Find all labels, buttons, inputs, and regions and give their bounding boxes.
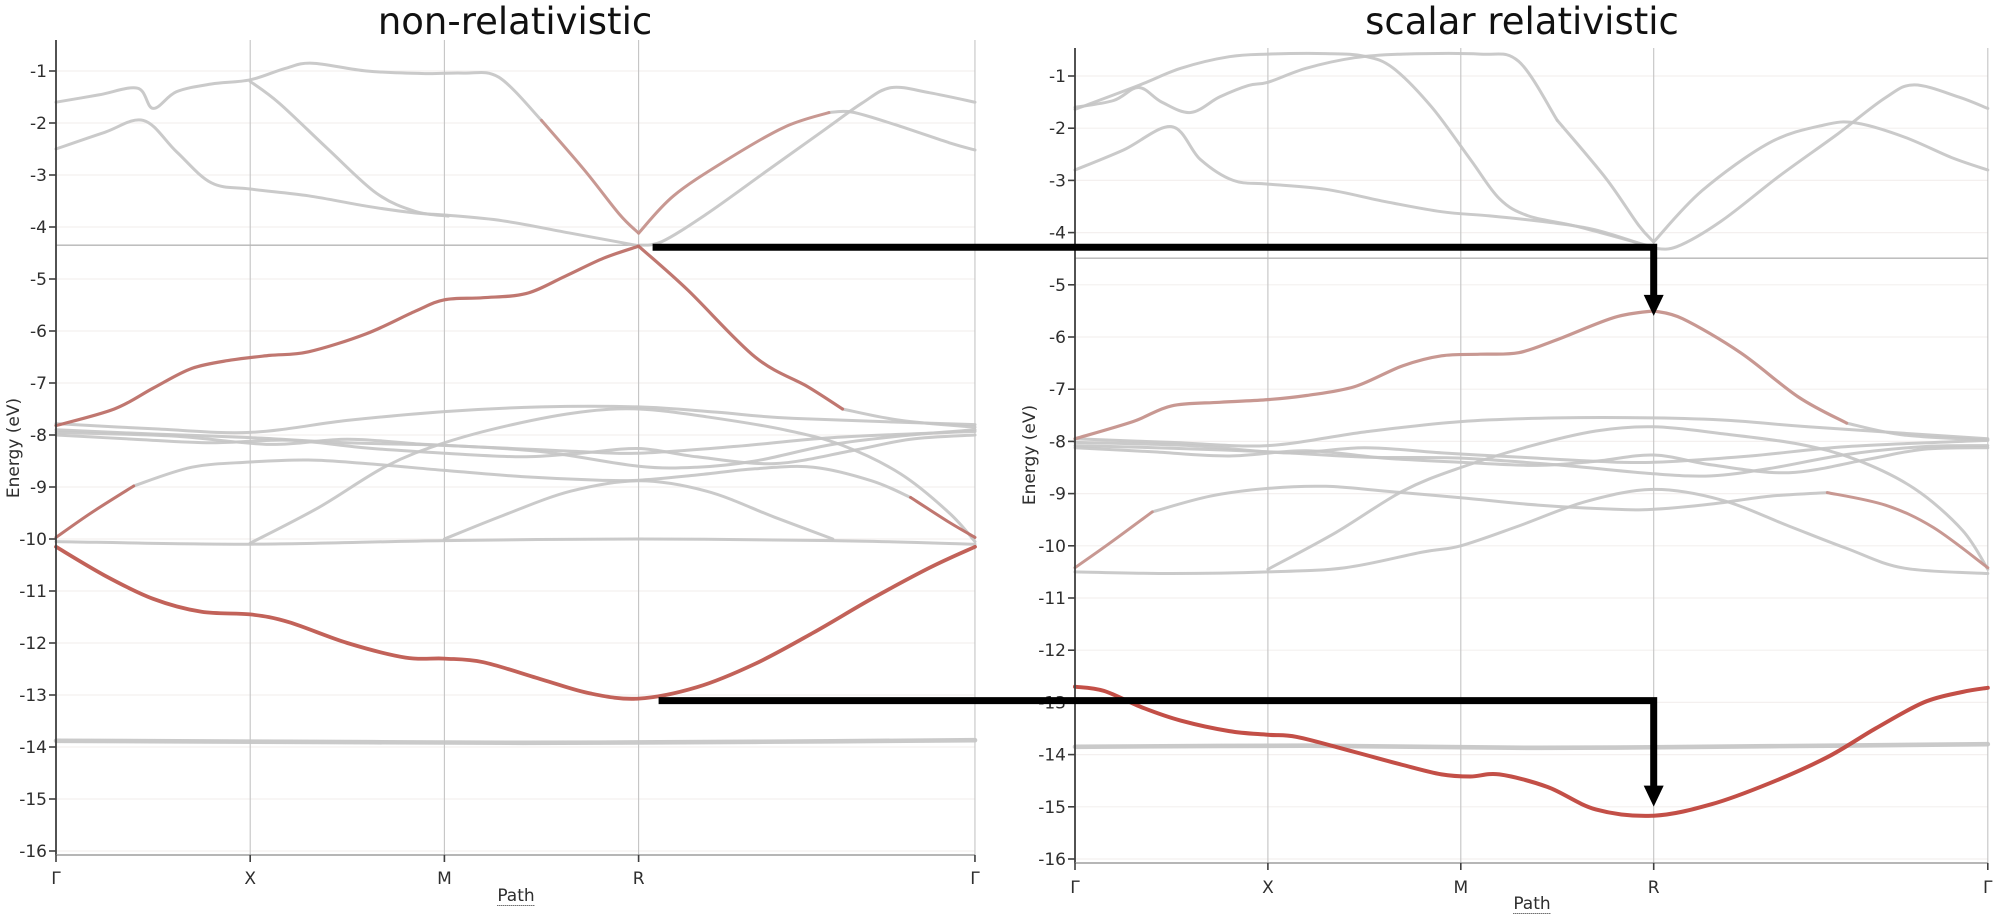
band-cluster-2-dip bbox=[1073, 444, 1990, 478]
left-panel-title: non-relativistic bbox=[377, 0, 653, 43]
valence-shift-arrow bbox=[658, 697, 1658, 788]
y-tick-label: -5 bbox=[30, 270, 47, 290]
band-M-R-arch bbox=[442, 479, 835, 541]
band-rise-from-X bbox=[1266, 425, 1990, 571]
x-tick-label: X bbox=[1262, 878, 1274, 898]
band-valence-bottom-highlight bbox=[54, 544, 977, 701]
y-tick-label: -15 bbox=[19, 790, 47, 810]
y-tick-label: -14 bbox=[1038, 746, 1066, 766]
y-tick-label: -7 bbox=[30, 374, 47, 394]
y-tick-label: -4 bbox=[30, 218, 47, 238]
y-tick-label: -11 bbox=[1038, 589, 1066, 609]
band-cluster-2-dip bbox=[54, 428, 977, 470]
y-tick-label: -6 bbox=[1049, 328, 1066, 348]
band-highlight-mid-rise bbox=[1073, 309, 1656, 441]
y-tick-label: -9 bbox=[1049, 485, 1066, 505]
y-tick-label: -16 bbox=[1038, 850, 1066, 870]
x-tick-label: Γ bbox=[51, 869, 61, 889]
band-diagonal-X-to-M bbox=[248, 79, 450, 218]
band-highlight-mid-rise bbox=[54, 244, 641, 428]
band-cluster-3-bump bbox=[1073, 446, 1990, 475]
band-cluster-4 bbox=[54, 429, 977, 455]
band-top-band-zigzag bbox=[1073, 51, 1559, 122]
band-rise-to-gamma-1 bbox=[1652, 120, 1990, 244]
band-cluster-4 bbox=[1073, 438, 1990, 465]
band-top-band-dive-to-R bbox=[1555, 118, 1656, 244]
band-highlight-mid-fall-tail bbox=[841, 407, 977, 429]
band-highlight-mid-fall bbox=[1652, 309, 1849, 425]
y-tick-label: -8 bbox=[30, 426, 47, 446]
x-tick-label: Γ bbox=[970, 869, 980, 889]
x-tick-label: R bbox=[633, 869, 645, 889]
y-tick-label: -15 bbox=[1038, 798, 1066, 818]
band-conduction-rise-tail bbox=[827, 109, 977, 152]
x-tick-label: Γ bbox=[1983, 878, 1993, 898]
band-arch-right-red bbox=[1825, 491, 1990, 570]
x-tick-label: Γ bbox=[1070, 878, 1080, 898]
y-tick-label: -12 bbox=[19, 634, 47, 654]
y-tick-label: -16 bbox=[19, 842, 47, 862]
band-rise-from-X bbox=[248, 407, 977, 545]
band-arch bbox=[132, 458, 912, 499]
band-top-band-dive-to-R bbox=[540, 118, 641, 235]
band-arch-right-red bbox=[909, 495, 977, 539]
y-tick-label: -1 bbox=[30, 62, 47, 82]
y-tick-label: -13 bbox=[19, 686, 47, 706]
right-x-axis-label: Path bbox=[1513, 894, 1551, 914]
conduction-shift-arrow bbox=[652, 243, 1658, 297]
band-flat-band-13.85 bbox=[1072, 741, 1991, 751]
y-tick-label: -10 bbox=[19, 530, 47, 550]
y-tick-label: -9 bbox=[30, 478, 47, 498]
left-x-axis-label: Path bbox=[497, 886, 535, 906]
y-tick-label: -3 bbox=[1049, 171, 1066, 191]
band-arch-left-red bbox=[1073, 510, 1154, 570]
band-band-R-to-gamma-upper bbox=[637, 85, 977, 247]
y-tick-label: -1 bbox=[1049, 67, 1066, 87]
x-tick-label: R bbox=[1648, 878, 1660, 898]
band-cluster-3-bump bbox=[54, 433, 977, 466]
y-tick-label: -3 bbox=[30, 166, 47, 186]
y-tick-label: -4 bbox=[1049, 224, 1066, 244]
band-flat-rise-band bbox=[1073, 487, 1990, 576]
band-highlight-mid-fall bbox=[637, 244, 845, 411]
band-second-top-band bbox=[1073, 125, 1656, 250]
y-tick-label: -7 bbox=[1049, 380, 1066, 400]
x-tick-label: X bbox=[244, 869, 256, 889]
right-y-axis-label: Energy (eV) bbox=[1020, 404, 1040, 506]
y-tick-label: -6 bbox=[30, 322, 47, 342]
y-tick-label: -2 bbox=[1049, 119, 1066, 139]
y-tick-label: -14 bbox=[19, 738, 47, 758]
conduction-shift-arrow-head bbox=[1643, 294, 1664, 316]
y-tick-label: -2 bbox=[30, 114, 47, 134]
band-flat-band-10 bbox=[54, 537, 977, 546]
left-y-axis-label: Energy (eV) bbox=[4, 397, 24, 499]
band-cluster-top bbox=[1073, 416, 1990, 448]
band-second-top-band bbox=[54, 118, 641, 248]
x-tick-label: M bbox=[437, 869, 452, 889]
band-conduction-rise-from-R bbox=[637, 111, 831, 235]
y-tick-label: -11 bbox=[19, 582, 47, 602]
x-tick-label: M bbox=[1453, 878, 1468, 898]
y-tick-label: -12 bbox=[1038, 641, 1066, 661]
y-tick-label: -5 bbox=[1049, 276, 1066, 296]
band-cluster-top bbox=[54, 404, 977, 435]
band-top-band-zigzag bbox=[54, 61, 543, 122]
band-arch-left-red bbox=[54, 484, 136, 539]
band-rise-to-gamma-2 bbox=[1652, 83, 1990, 251]
valence-shift-arrow-head bbox=[1643, 785, 1664, 807]
band-valence-bottom-highlight bbox=[1073, 684, 1990, 818]
y-tick-label: -10 bbox=[1038, 537, 1066, 557]
right-panel-title: scalar relativistic bbox=[1365, 0, 1679, 43]
y-tick-label: -8 bbox=[1049, 432, 1066, 452]
band-flat-band-13.9 bbox=[53, 737, 978, 746]
band-top-second-plateau bbox=[1073, 51, 1656, 249]
band-arch bbox=[1150, 484, 1829, 514]
